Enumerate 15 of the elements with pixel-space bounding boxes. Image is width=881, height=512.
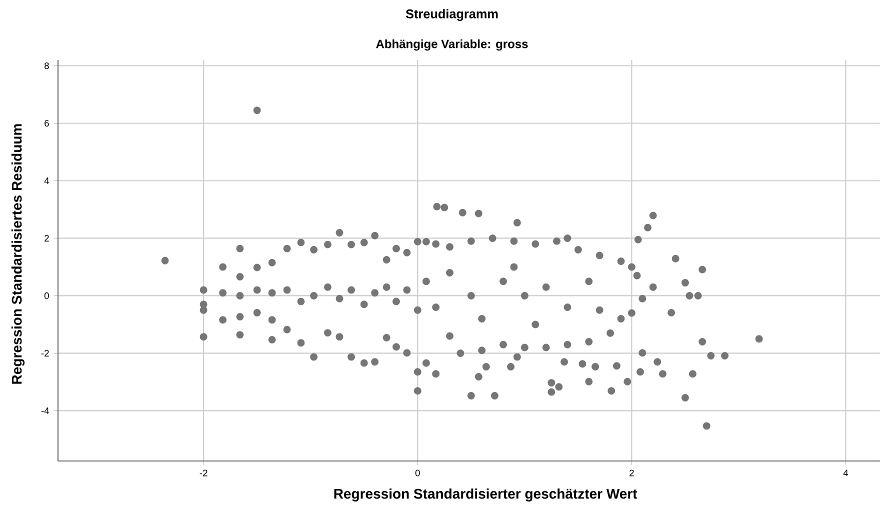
x-tick-label: -2 [200, 470, 208, 476]
y-tick-label: 4 [44, 178, 50, 184]
chart-title: Streudiagramm [406, 9, 498, 21]
y-tick-label: 2 [44, 234, 49, 242]
y-tick-label: 0 [44, 292, 49, 300]
chart-subtitle: Abhängige Variable: gross [376, 39, 528, 51]
y-tick-label: 8 [44, 62, 49, 70]
x-axis-title: Regression Standardisierter geschätzter Wert [334, 488, 638, 502]
x-tick-label: 4 [843, 470, 848, 476]
x-tick-label: 2 [630, 470, 634, 476]
y-tick-label: -2 [41, 350, 49, 356]
y-tick-label: 6 [44, 120, 49, 127]
y-tick-label: -4 [41, 407, 50, 414]
y-axis-title: Regression Standardisiertes Residuum [11, 124, 25, 384]
x-tick-label: 0 [415, 470, 420, 476]
